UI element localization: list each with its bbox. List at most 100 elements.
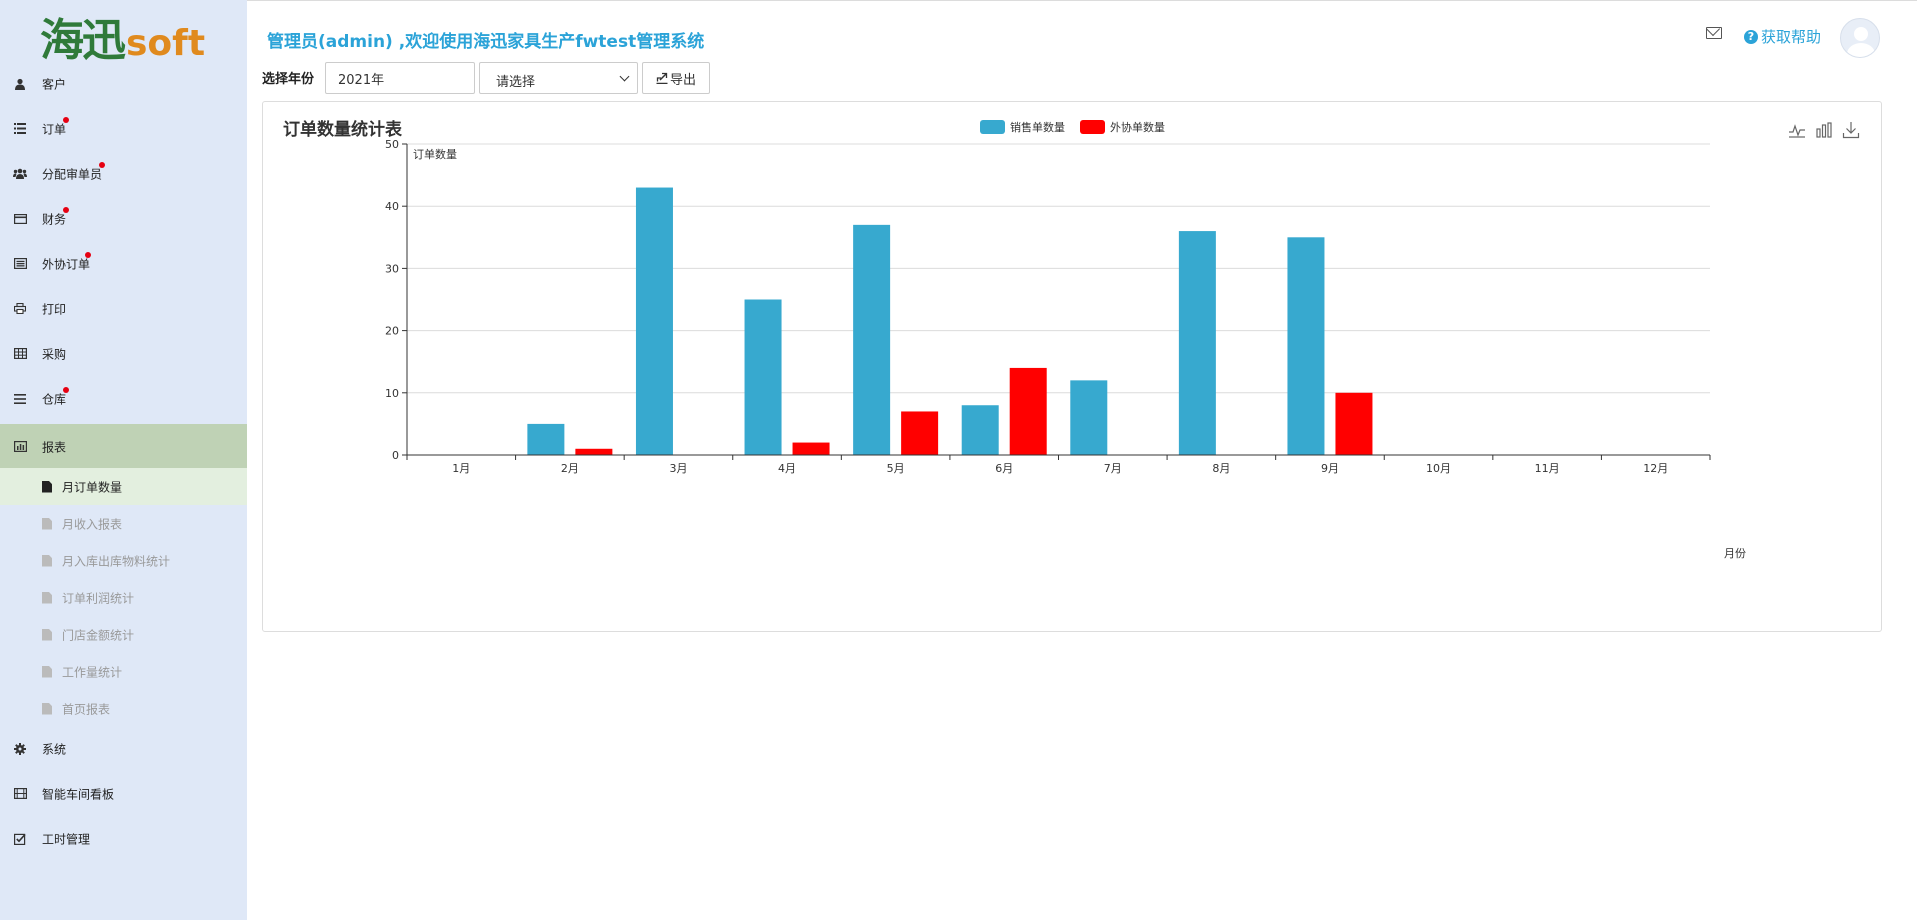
download-icon[interactable]	[1842, 121, 1860, 139]
print-icon	[13, 302, 27, 316]
notification-dot	[63, 207, 69, 213]
x-tick-label: 5月	[887, 462, 905, 475]
sidebar-item-print[interactable]: 打印	[0, 286, 247, 331]
bar-outsourcing	[1009, 367, 1047, 455]
sidebar-item-label: 仓库	[42, 392, 67, 406]
bars-icon	[13, 392, 27, 406]
x-tick-label: 6月	[995, 462, 1013, 475]
bar-sales	[853, 224, 891, 455]
help-label: 获取帮助	[1761, 28, 1822, 46]
option-select[interactable]: 请选择	[479, 62, 638, 94]
y-tick-label: 10	[385, 387, 399, 400]
sidebar-item-finance[interactable]: 财务	[0, 196, 247, 241]
y-tick-label: 50	[385, 138, 399, 151]
file-icon	[42, 702, 52, 715]
sidebar-item-outsourcing-orders[interactable]: 外协订单	[0, 241, 247, 286]
list-icon	[13, 122, 27, 136]
submenu-item-workload[interactable]: 工作量统计	[0, 653, 247, 690]
help-link[interactable]: ? 获取帮助	[1744, 26, 1821, 47]
gear-icon	[13, 742, 27, 756]
submenu-item-order-profit[interactable]: 订单利润统计	[0, 579, 247, 616]
line-chart-icon[interactable]	[1788, 121, 1806, 139]
submenu-item-label: 首页报表	[62, 702, 111, 716]
notification-dot	[63, 117, 69, 123]
x-tick-label: 7月	[1104, 462, 1122, 475]
credit-card-icon	[13, 212, 27, 226]
submenu-item-label: 月入库出库物料统计	[62, 554, 171, 568]
sidebar-item-reports[interactable]: 报表	[0, 424, 247, 469]
sidebar-item-purchase[interactable]: 采购	[0, 331, 247, 376]
y-tick-label: 20	[385, 325, 399, 338]
sidebar-item-label: 打印	[42, 302, 67, 316]
x-tick-label: 2月	[561, 462, 579, 475]
submenu-item-monthly-stock[interactable]: 月入库出库物料统计	[0, 542, 247, 579]
bar-sales	[1178, 231, 1216, 455]
table-icon	[13, 347, 27, 361]
legend-label: 销售单数量	[1010, 120, 1065, 134]
bar-sales	[744, 299, 782, 455]
bar-sales	[1070, 380, 1108, 455]
sidebar-item-label: 报表	[42, 440, 67, 454]
file-icon	[42, 517, 52, 530]
bar-sales	[527, 423, 565, 455]
x-tick-label: 9月	[1321, 462, 1339, 475]
x-tick-label: 1月	[452, 462, 470, 475]
sidebar-item-orders[interactable]: 订单	[0, 106, 247, 151]
sidebar-item-label: 客户	[42, 77, 67, 91]
submenu-item-home-report[interactable]: 首页报表	[0, 690, 247, 727]
users-icon	[13, 167, 27, 181]
sidebar-item-work-hours[interactable]: 工时管理	[0, 816, 247, 861]
sidebar-item-customer[interactable]: 客户	[0, 61, 247, 106]
legend-swatch	[980, 120, 1005, 134]
x-tick-label: 8月	[1212, 462, 1230, 475]
chart-title: 订单数量统计表	[283, 119, 403, 140]
sidebar-item-system[interactable]: 系统	[0, 726, 247, 771]
welcome-title: 管理员(admin) ,欢迎使用海迅家具生产fwtest管理系统	[267, 32, 705, 52]
mail-icon[interactable]	[1706, 27, 1722, 39]
bar-outsourcing	[1335, 392, 1373, 455]
y-tick-label: 40	[385, 200, 399, 213]
avatar[interactable]	[1840, 18, 1880, 58]
sidebar-item-workshop-board[interactable]: 智能车间看板	[0, 771, 247, 816]
chevron-down-icon	[619, 71, 630, 82]
y-axis-title: 订单数量	[413, 148, 457, 161]
submenu-item-store-amount[interactable]: 门店金额统计	[0, 616, 247, 653]
submenu-item-label: 门店金额统计	[62, 628, 135, 642]
bar-outsourcing	[575, 448, 613, 455]
submenu-item-monthly-income[interactable]: 月收入报表	[0, 505, 247, 542]
x-axis-title: 月份	[1724, 547, 1746, 560]
submenu-item-monthly-orders[interactable]: 月订单数量	[0, 468, 247, 505]
export-button[interactable]: 导出	[642, 62, 710, 94]
legend-label: 外协单数量	[1110, 120, 1165, 134]
sidebar-item-assign-reviewer[interactable]: 分配审单员	[0, 151, 247, 196]
bar-outsourcing	[901, 411, 939, 455]
user-icon	[13, 77, 27, 91]
bar-chart-toggle-icon[interactable]	[1815, 121, 1833, 139]
notification-dot	[99, 162, 105, 168]
notification-dot	[63, 387, 69, 393]
file-icon	[42, 628, 52, 641]
notification-dot	[85, 252, 91, 258]
file-icon	[42, 554, 52, 567]
year-input[interactable]	[325, 62, 475, 94]
x-tick-label: 10月	[1426, 462, 1451, 475]
bar-sales	[961, 405, 999, 455]
x-tick-label: 3月	[669, 462, 687, 475]
file-icon	[42, 480, 52, 493]
sidebar-item-warehouse[interactable]: 仓库	[0, 376, 247, 421]
legend-swatch	[1080, 120, 1105, 134]
file-icon	[42, 591, 52, 604]
bar-chart-icon	[13, 440, 27, 454]
submenu-item-label: 订单利润统计	[62, 591, 135, 605]
x-tick-label: 4月	[778, 462, 796, 475]
logo-sub: soft	[126, 23, 206, 64]
logo: 海迅 soft	[40, 14, 205, 64]
submenu-item-label: 工作量统计	[62, 665, 123, 679]
film-icon	[13, 787, 27, 801]
sidebar-item-label: 订单	[42, 122, 67, 136]
x-tick-label: 11月	[1535, 462, 1560, 475]
sidebar-item-label: 智能车间看板	[42, 787, 115, 801]
file-icon	[42, 665, 52, 678]
sidebar-item-label: 外协订单	[42, 257, 91, 271]
x-tick-label: 12月	[1643, 462, 1668, 475]
